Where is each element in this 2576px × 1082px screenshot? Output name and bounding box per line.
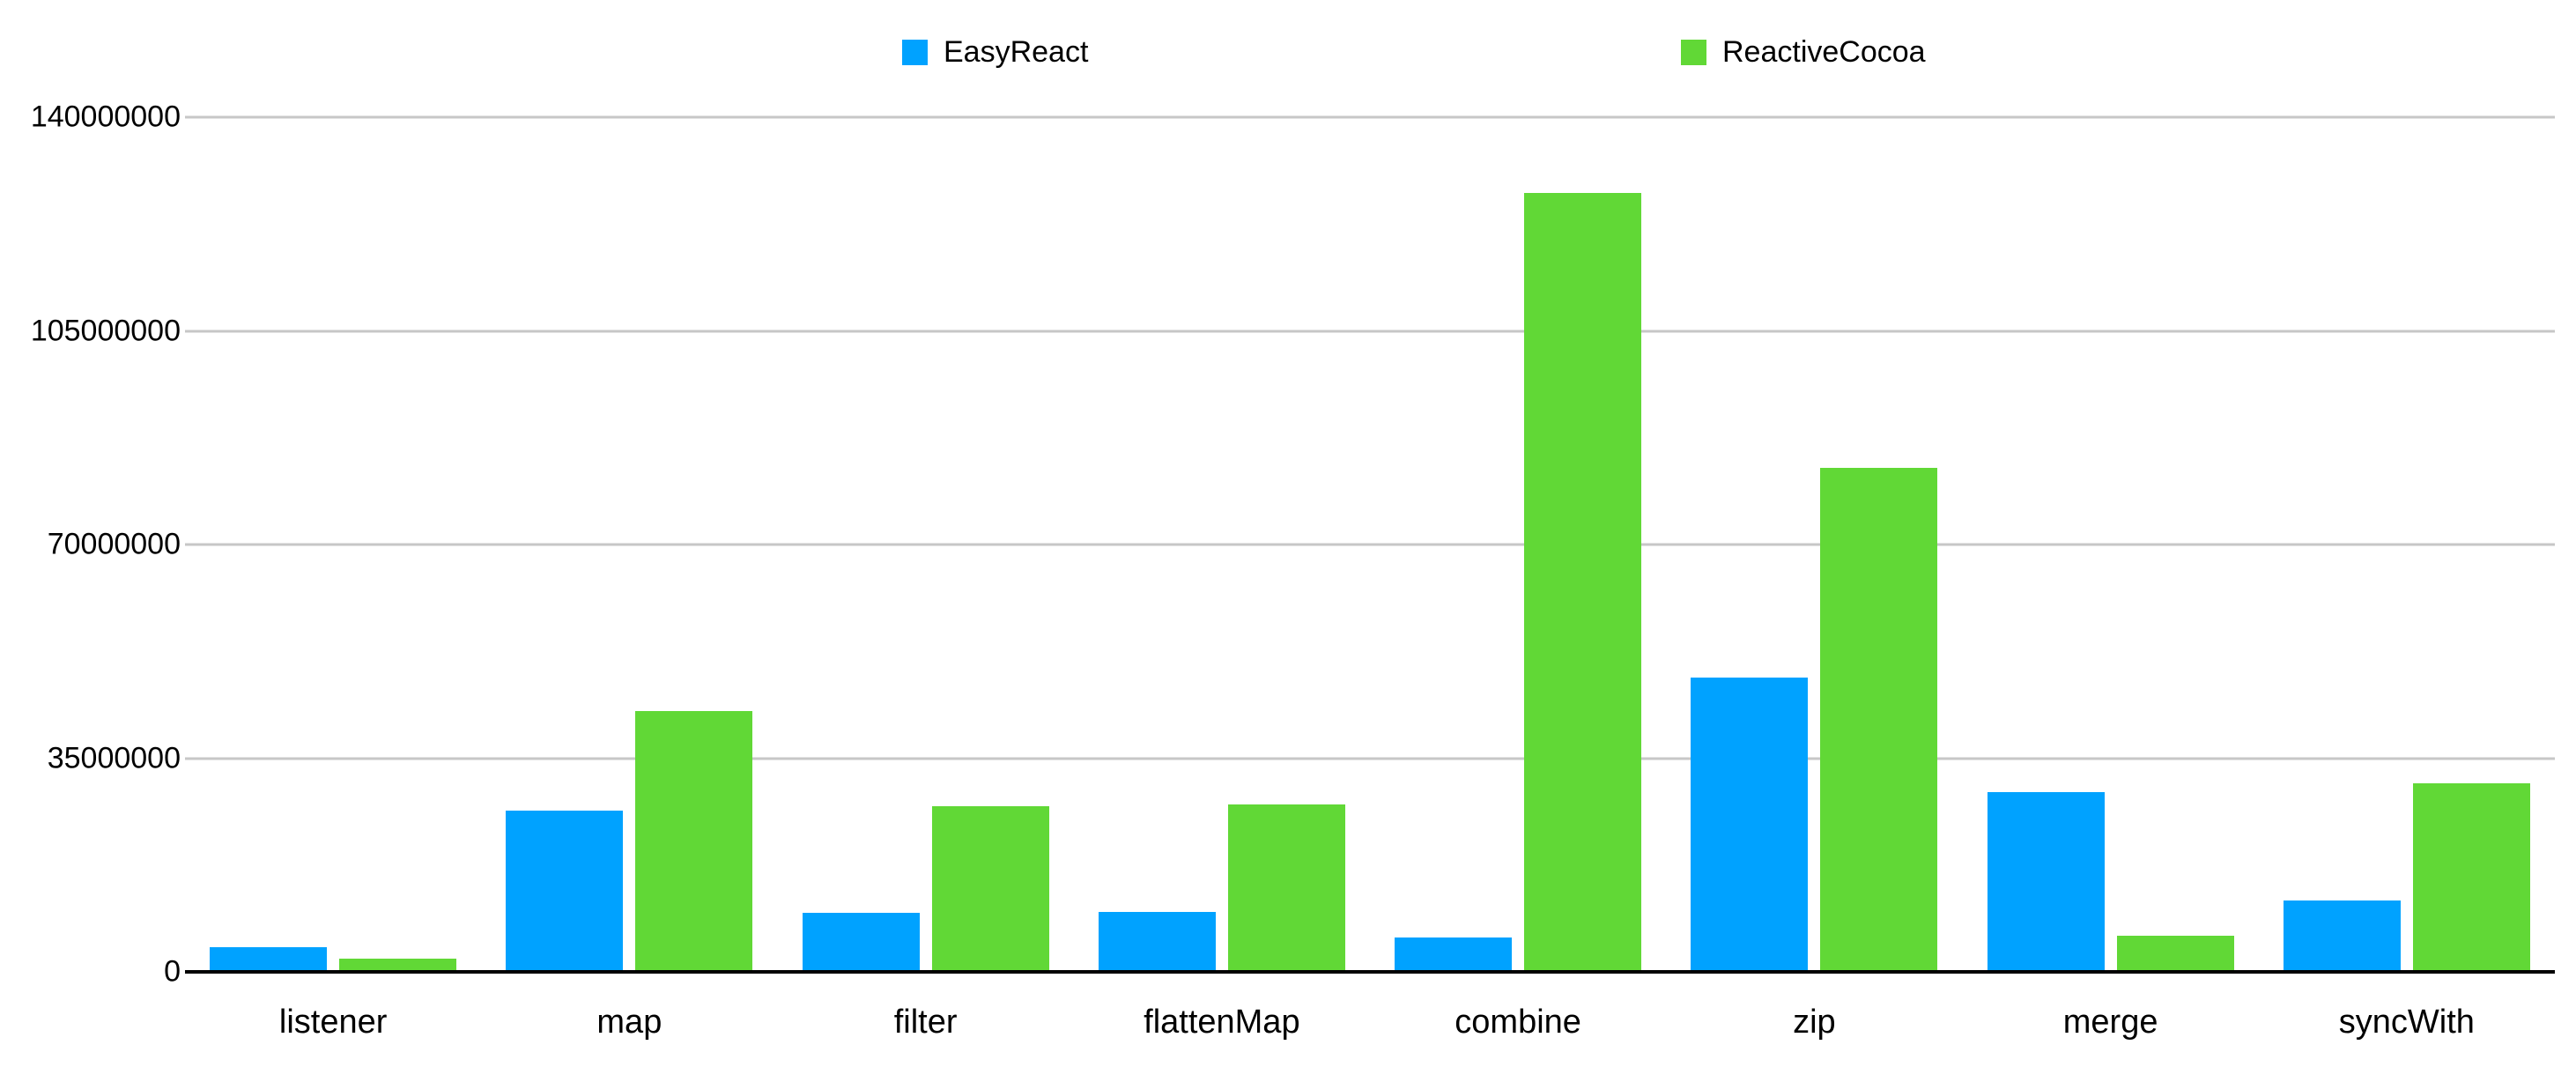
bar-group-listener — [185, 117, 481, 972]
bars-row — [185, 117, 2555, 972]
legend-item-reactivecocoa: ReactiveCocoa — [1681, 37, 1926, 67]
legend-swatch-easyreact — [902, 39, 928, 65]
y-tick-label-70000000: 70000000 — [47, 527, 181, 561]
bar-easyreact-filter — [802, 912, 920, 972]
bar-easyreact-zip — [1691, 678, 1809, 972]
y-tick-label-105000000: 105000000 — [30, 314, 181, 347]
legend-swatch-reactivecocoa — [1681, 39, 1706, 65]
y-tick-label-0: 0 — [164, 954, 181, 989]
bar-group-combine — [1370, 117, 1666, 972]
bar-reactivecocoa-map — [635, 711, 753, 972]
bar-easyreact-listener — [210, 947, 328, 972]
bar-easyreact-map — [506, 811, 624, 972]
bar-group-merge — [1963, 117, 2259, 972]
x-tick-label-flattenmap: flattenMap — [1144, 1003, 1300, 1041]
x-tick-label-filter: filter — [893, 1003, 958, 1041]
bar-group-filter — [778, 117, 1074, 972]
bar-group-zip — [1666, 117, 1962, 972]
bar-reactivecocoa-syncwith — [2412, 782, 2530, 972]
bar-reactivecocoa-combine — [1524, 192, 1642, 972]
y-tick-label-140000000: 140000000 — [30, 100, 181, 134]
x-tick-label-listener: listener — [278, 1003, 388, 1041]
y-tick-label-35000000: 35000000 — [47, 741, 181, 774]
gridline-140000000 — [185, 115, 2555, 119]
bar-group-syncwith — [2259, 117, 2555, 972]
y-axis-labels: 0 35000000 70000000 105000000 140000000 — [0, 100, 181, 989]
bar-reactivecocoa-zip — [1820, 467, 1938, 972]
bar-easyreact-merge — [1987, 792, 2105, 972]
x-axis-line — [185, 970, 2555, 974]
gridline-105000000 — [185, 330, 2555, 332]
x-tick-label-map: map — [596, 1003, 663, 1041]
legend-item-easyreact: EasyReact — [902, 37, 1088, 67]
gridline-70000000 — [185, 543, 2555, 546]
x-tick-label-syncwith: syncWith — [2338, 1003, 2475, 1041]
x-tick-label-combine: combine — [1455, 1003, 1581, 1041]
bar-easyreact-combine — [1395, 937, 1513, 972]
bar-reactivecocoa-listener — [339, 959, 457, 972]
bar-reactivecocoa-filter — [931, 806, 1049, 972]
bar-easyreact-flattenmap — [1098, 912, 1216, 972]
x-tick-label-zip: zip — [1793, 1003, 1836, 1041]
bar-easyreact-syncwith — [2283, 900, 2401, 972]
x-tick-label-merge: merge — [2062, 1003, 2158, 1041]
bar-group-flattenmap — [1074, 117, 1370, 972]
gridline-35000000 — [185, 757, 2555, 760]
bar-reactivecocoa-merge — [2116, 936, 2234, 972]
bar-group-map — [481, 117, 777, 972]
legend: EasyReact ReactiveCocoa — [0, 0, 2576, 97]
legend-label-easyreact: EasyReact — [944, 35, 1089, 69]
plot-area — [185, 115, 2555, 974]
legend-label-reactivecocoa: ReactiveCocoa — [1722, 35, 1926, 69]
x-axis-labels: listener map filter flattenMap combine zip mer… — [185, 987, 2555, 1057]
bar-reactivecocoa-flattenmap — [1227, 804, 1345, 972]
